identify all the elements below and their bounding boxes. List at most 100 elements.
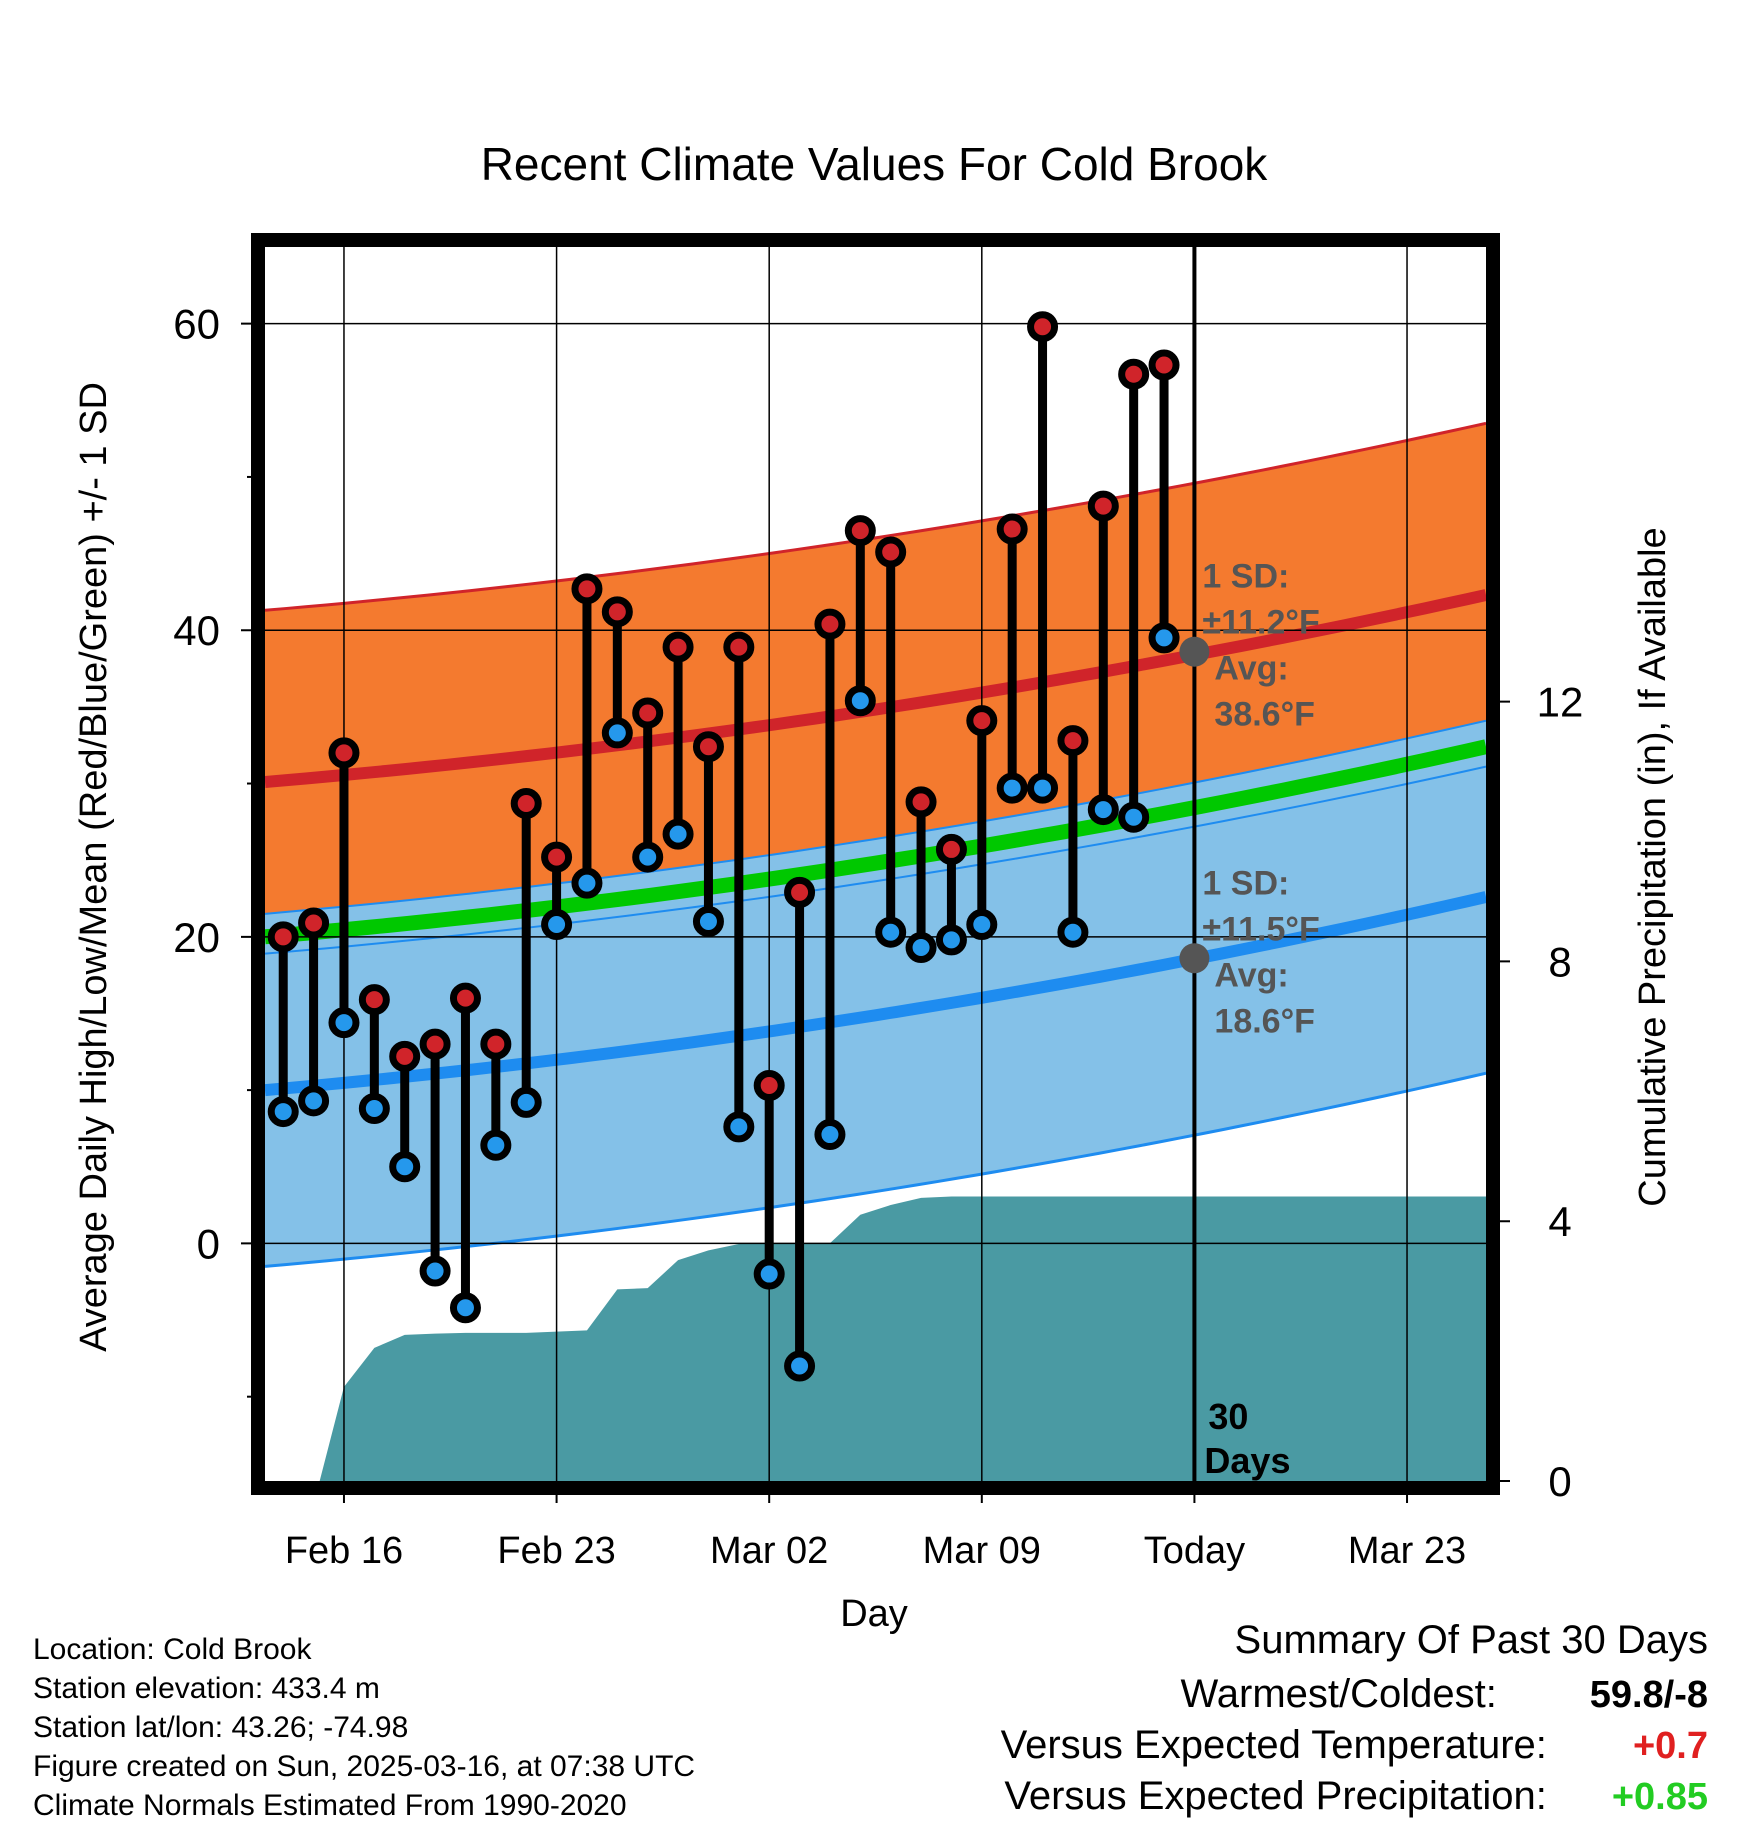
y2-tick-label: 12 [1537,679,1584,726]
chart-title: Recent Climate Values For Cold Brook [481,138,1269,190]
plot-area: 1 SD: ±11.2°F Avg: 38.6°F 1 SD: ±11.5°F Avg: 18… [173,233,1584,1572]
high-point [692,731,724,763]
low-point [358,1093,390,1125]
x-tick-label: Feb 23 [497,1530,615,1572]
high-point [1057,725,1089,757]
high-point [449,982,481,1014]
low-point [632,841,664,873]
y-tick-label: 40 [173,607,220,654]
y2-axis-label: Cumulative Precipitation (in), If Availa… [1632,527,1674,1206]
high-point [328,737,360,769]
created-text: Figure created on Sun, 2025-03-16, at 07… [33,1750,696,1783]
x-axis-label: Day [840,1593,908,1635]
low-point [723,1111,755,1143]
low-point [1027,772,1059,804]
low-point [935,924,967,956]
high-point [1148,349,1180,381]
low-upper-sd-line [265,719,1486,915]
high-point [905,786,937,818]
low-point [1057,916,1089,948]
low-avg-marker [1179,943,1210,974]
low-point [784,1350,816,1382]
high-point [996,513,1028,545]
high-point [844,515,876,547]
low-point [541,909,573,941]
low-point [571,867,603,899]
low-point [449,1292,481,1324]
today-days-word: Days [1204,1440,1290,1481]
high-point [723,631,755,663]
high-sd-value: ±11.2°F [1202,604,1319,642]
summary-warmest-row: Warmest/Coldest: 59.8/-8 [1001,1669,1709,1720]
high-point [814,608,846,640]
low-point [328,1007,360,1039]
high-point [1087,490,1119,522]
elevation-text: Station elevation: 433.4 m [33,1672,380,1705]
y-tick-label: 0 [197,1220,220,1267]
high-point [1118,358,1150,390]
precip-value: +0.85 [1611,1776,1708,1818]
plot-frame [251,233,1500,1495]
plot-inner: 1 SD: ±11.2°F Avg: 38.6°F 1 SD: ±11.5°F Avg: 18… [265,247,1486,1481]
summary-precip-row: Versus Expected Precipitation: +0.85 [1001,1771,1708,1822]
y2-tick-label: 8 [1548,938,1571,985]
low-point [1087,794,1119,826]
low-point [601,717,633,749]
today-days-number: 30 [1208,1396,1248,1437]
low-point [510,1086,542,1118]
low-sd-label: 1 SD: [1202,864,1289,902]
summary-panel: Summary Of Past 30 Days Warmest/Coldest:… [1001,1618,1708,1822]
summary-temp-row: Versus Expected Temperature: +0.7 [1001,1720,1708,1771]
summary-heading: Summary Of Past 30 Days [1234,1618,1708,1662]
y-axis-label: Average Daily High/Low/Mean (Red/Blue/Gr… [73,382,115,1352]
high-point [419,1028,451,1060]
high-point [662,631,694,663]
low-sd-value: ±11.5°F [1202,910,1319,948]
high-sd-label: 1 SD: [1202,558,1289,596]
latlon-text: Station lat/lon: 43.26; -74.98 [33,1711,409,1744]
high-point [1027,311,1059,343]
x-tick-label: Mar 09 [923,1530,1041,1572]
mean-avg-line [265,739,1486,945]
y2-tick-label: 0 [1548,1458,1571,1505]
x-tick-label: Today [1144,1530,1245,1572]
low-point [267,1096,299,1128]
high-avg-label: Avg: [1214,650,1288,688]
high-point [601,596,633,628]
low-point [753,1258,785,1290]
high-point [267,921,299,953]
high-avg-line [265,589,1486,788]
high-upper-sd-line [265,421,1486,612]
x-tick-label: Mar 23 [1348,1530,1466,1572]
high-point [389,1040,421,1072]
low-point [905,932,937,964]
high-point [571,573,603,605]
high-point [753,1070,785,1102]
low-point [480,1129,512,1161]
precip-area [265,1196,1486,1481]
low-point [844,685,876,717]
high-point [510,787,542,819]
low-point [692,905,724,937]
high-point [875,536,907,568]
low-point [298,1085,330,1117]
temp-value: +0.7 [1632,1725,1708,1767]
precip-label: Versus Expected Precipitation: [1004,1774,1547,1818]
low-point [814,1119,846,1151]
high-avg-marker [1179,636,1210,667]
station-metadata: Location: Cold Brook Station elevation: … [33,1630,695,1825]
location-text: Location: Cold Brook [33,1633,312,1666]
high-point [966,705,998,737]
high-point [784,876,816,908]
low-point [875,916,907,948]
warmest-label: Warmest/Coldest: [1180,1672,1497,1716]
low-avg-label: Avg: [1214,956,1288,994]
high-point [541,841,573,873]
x-tick-label: Mar 02 [710,1530,828,1572]
high-point [358,984,390,1016]
high-point [480,1028,512,1060]
high-avg-value: 38.6°F [1214,696,1315,734]
low-point [389,1151,421,1183]
low-avg-value: 18.6°F [1214,1002,1315,1040]
low-point [1118,801,1150,833]
